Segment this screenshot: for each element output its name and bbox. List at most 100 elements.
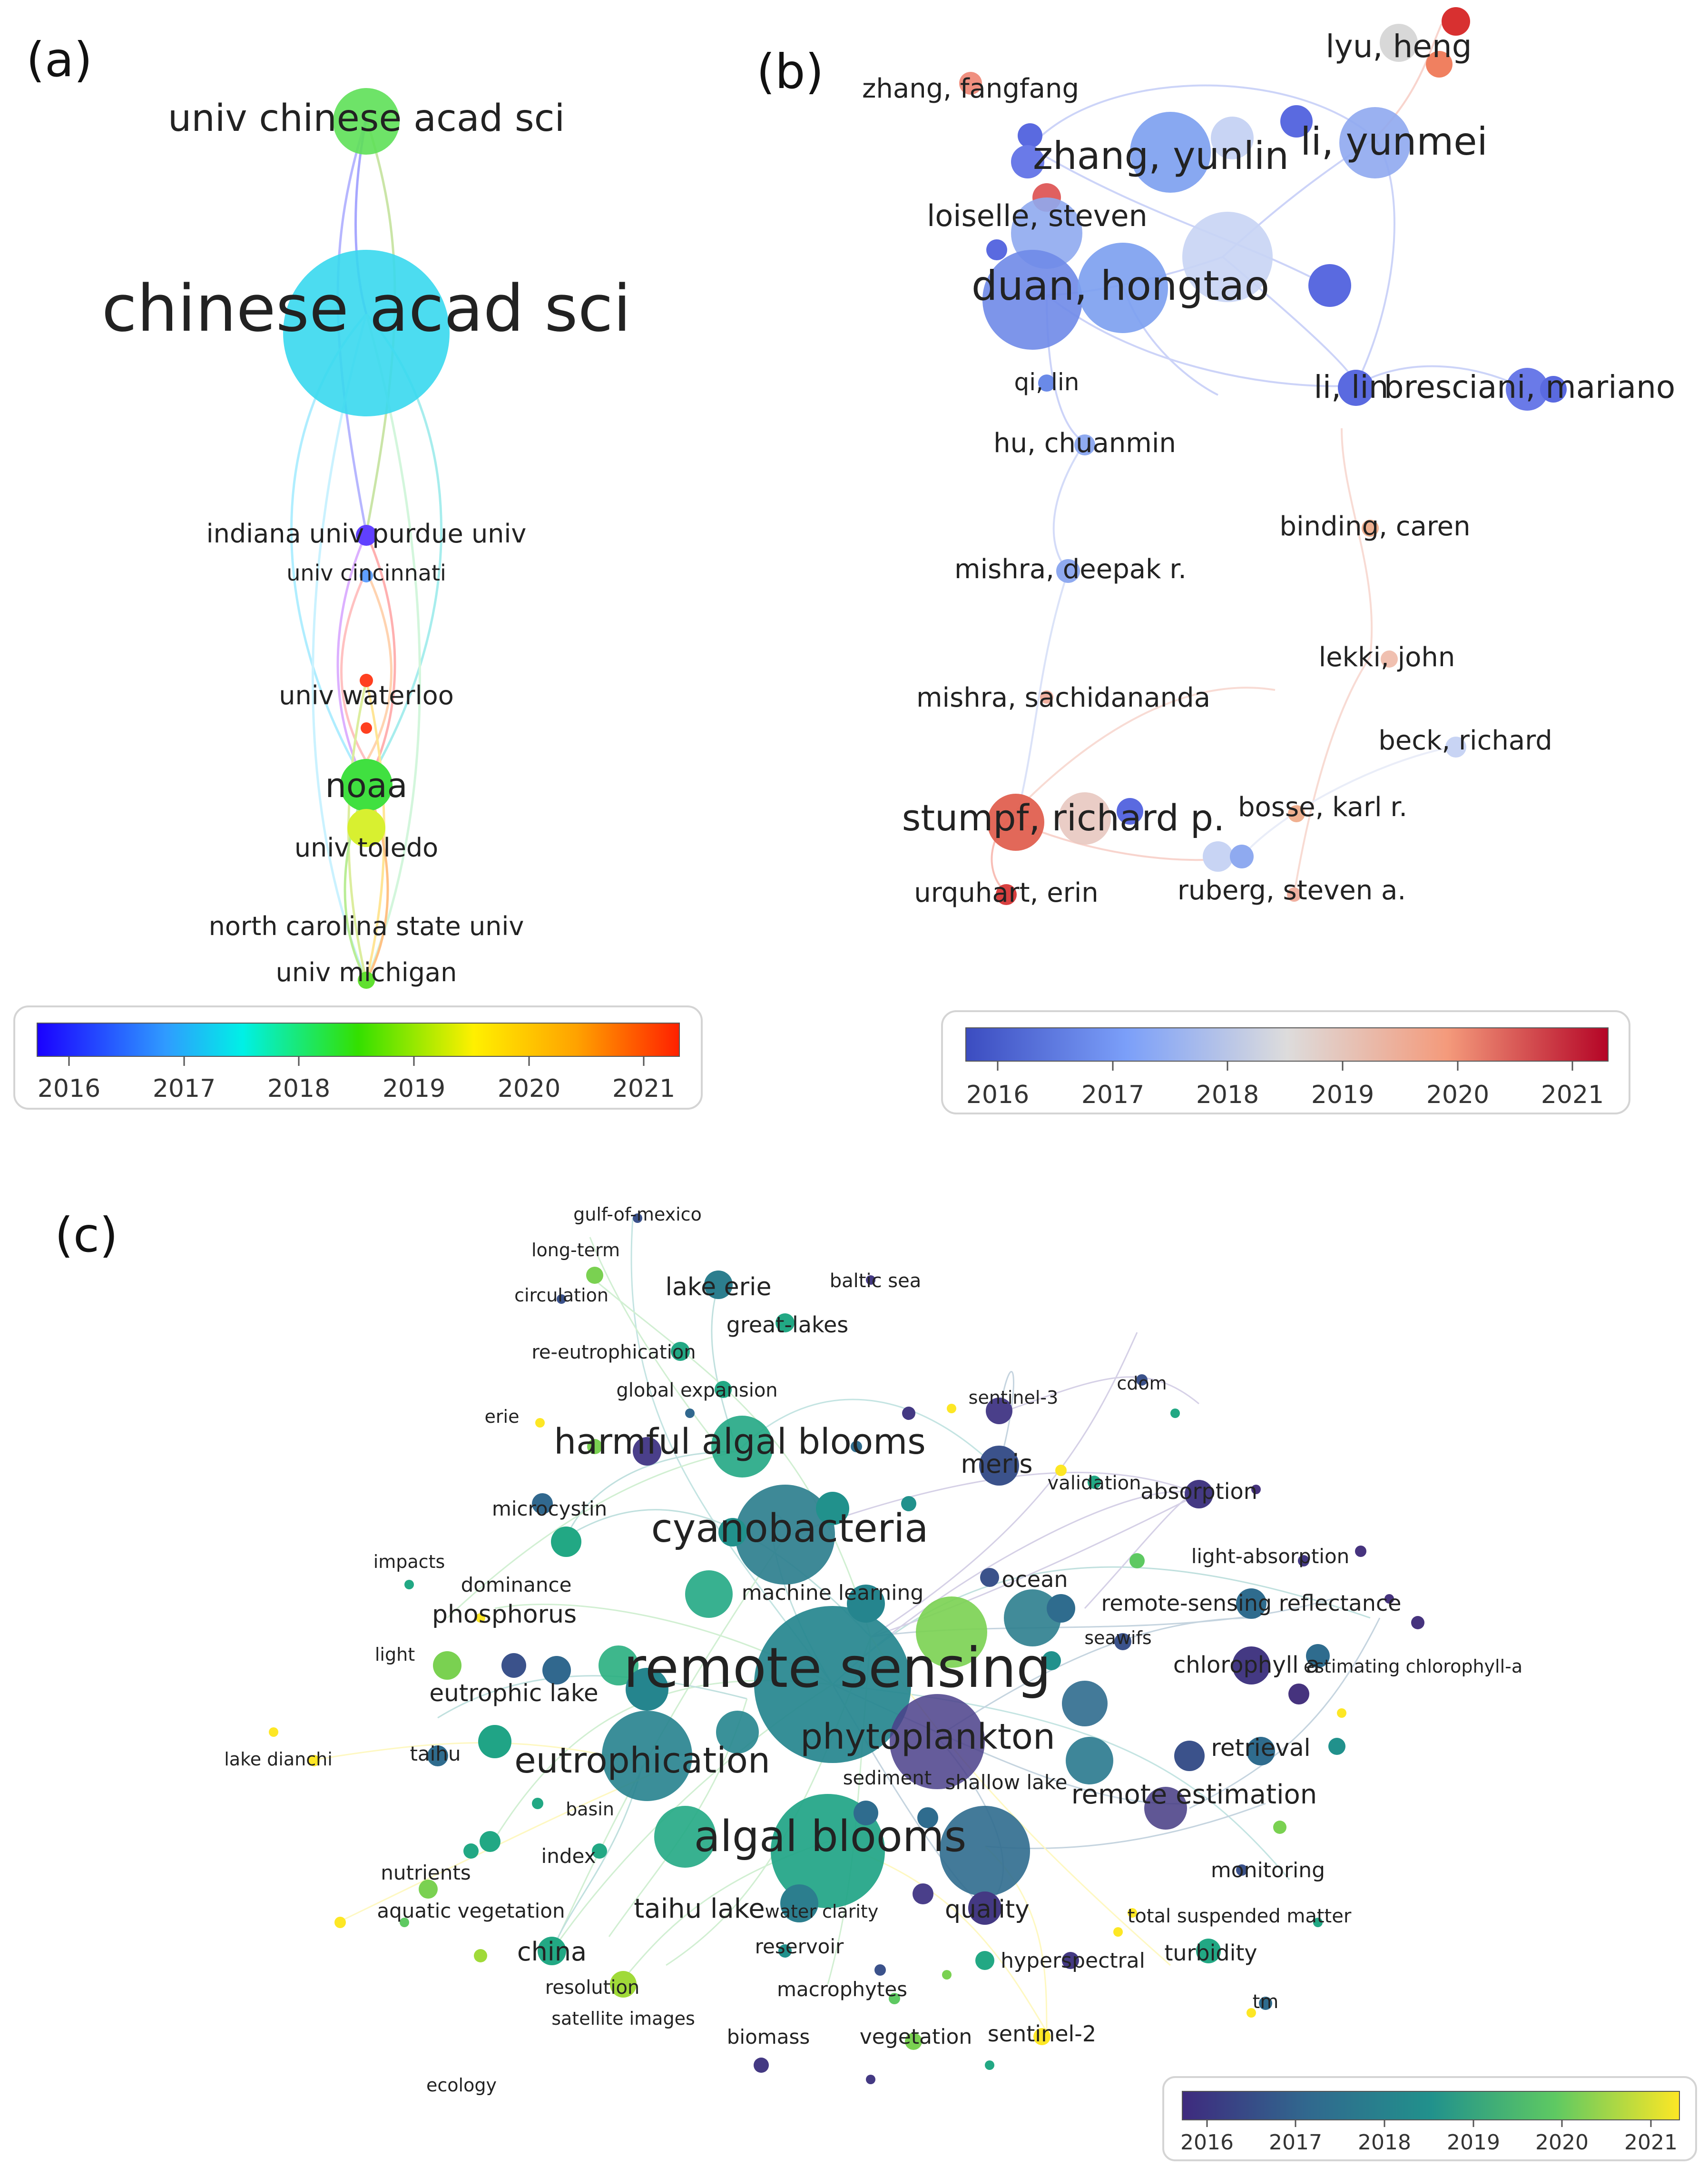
node-sentinel3[interactable] [986, 1398, 1012, 1424]
node-algal-blooms[interactable] [771, 1794, 885, 1908]
node-ruberg[interactable] [1287, 887, 1301, 902]
node-algal-left[interactable] [654, 1806, 716, 1868]
node-taihu-lake[interactable] [780, 1884, 818, 1922]
node-quality-big[interactable] [940, 1806, 1030, 1896]
node-noaa[interactable] [340, 759, 393, 811]
node-water-clarity[interactable] [913, 1883, 933, 1904]
node-right-mid[interactable] [1062, 1681, 1108, 1726]
node-impacts[interactable] [404, 1580, 414, 1589]
node-seawifs-b[interactable] [1042, 1651, 1061, 1670]
node-index[interactable] [592, 1843, 607, 1859]
node-retrieval-r[interactable] [1247, 1737, 1275, 1765]
node-circulation[interactable] [557, 1294, 566, 1304]
node-small-b[interactable] [501, 1653, 526, 1678]
node-bio-b[interactable] [866, 2075, 875, 2084]
node-univ-waterloo-b[interactable] [361, 722, 372, 734]
node-hu-chuanmin[interactable] [1074, 434, 1095, 455]
node-lake-dianchi[interactable] [308, 1755, 320, 1766]
node-small-left[interactable] [1011, 145, 1044, 178]
node-small-dot[interactable] [986, 239, 1007, 260]
node-near-ocean[interactable] [1047, 1594, 1075, 1623]
node-machine-learning[interactable] [847, 1585, 885, 1623]
node-lekki[interactable] [1381, 650, 1398, 668]
node-macro-b[interactable] [874, 1964, 886, 1976]
node-li-lin[interactable] [1338, 370, 1374, 406]
node-microcystin-dot[interactable] [532, 1493, 553, 1514]
node-near-sentinel[interactable] [902, 1407, 915, 1420]
node-resolution[interactable] [610, 1971, 637, 1998]
node-tsm[interactable] [1113, 1927, 1123, 1937]
node-retrieval-far[interactable] [1328, 1738, 1345, 1755]
node-tsm-y[interactable] [1128, 1908, 1137, 1918]
node-hyperspectral[interactable] [1062, 1952, 1079, 1969]
node-turbidity-g[interactable] [1313, 1918, 1323, 1927]
node-bosse[interactable] [1288, 805, 1305, 822]
node-red-top-a[interactable] [1442, 7, 1470, 36]
node-red-top-b[interactable] [1426, 51, 1453, 78]
node-qi-lin[interactable] [1038, 374, 1055, 392]
node-veg-b[interactable] [985, 2060, 994, 2070]
node-nutrients[interactable] [480, 1831, 501, 1852]
node-remote-sensing[interactable] [754, 1606, 911, 1763]
node-estimating[interactable] [1306, 1644, 1330, 1668]
node-long-term[interactable] [586, 1267, 603, 1284]
node-macro-g[interactable] [942, 1970, 952, 1980]
node-far-yellow[interactable] [334, 1917, 346, 1928]
node-univ-cincinnati[interactable] [360, 569, 373, 582]
node-seawifs[interactable] [1114, 1633, 1131, 1650]
node-baltic[interactable] [866, 1275, 875, 1285]
node-reservoir[interactable] [778, 1944, 792, 1958]
node-turbidity[interactable] [1196, 1939, 1221, 1963]
node-microcystin[interactable] [551, 1527, 581, 1557]
node-mid-right[interactable] [1308, 264, 1351, 307]
node-urquhart[interactable] [996, 884, 1017, 905]
node-monitoring-b[interactable] [1236, 1864, 1247, 1876]
node-hyperspectral-l[interactable] [975, 1951, 994, 1970]
node-far-right-b[interactable] [1355, 1546, 1366, 1557]
node-zhang-fangfang[interactable] [959, 72, 982, 95]
node-bresciani[interactable] [1506, 368, 1549, 411]
node-quality[interactable] [968, 1891, 1001, 1925]
node-cyanobacteria[interactable] [735, 1485, 835, 1585]
node-sediment-l[interactable] [716, 1711, 759, 1753]
node-indiana-univ[interactable] [356, 525, 377, 546]
node-tm[interactable] [1259, 1997, 1272, 2010]
node-biomass[interactable] [754, 2058, 769, 2073]
node-chlorophyll[interactable] [1232, 1646, 1270, 1684]
node-light[interactable] [433, 1651, 461, 1680]
node-mishra-deepak[interactable] [1056, 559, 1080, 583]
node-univ-toledo[interactable] [347, 809, 385, 847]
node-phytoplankton[interactable] [890, 1694, 985, 1789]
node-chl-small[interactable] [1288, 1684, 1309, 1704]
node-hab-r[interactable] [851, 1441, 862, 1452]
node-stumpf-b[interactable] [1059, 792, 1111, 845]
node-beck[interactable] [1445, 737, 1466, 758]
node-li-yunmei[interactable] [1339, 107, 1411, 178]
node-absorption-r[interactable] [1251, 1485, 1261, 1494]
node-univ-chinese-acad-sci[interactable] [333, 88, 400, 155]
node-tm-y[interactable] [1247, 2008, 1256, 2018]
node-global-b[interactable] [685, 1409, 695, 1418]
node-gulf[interactable] [633, 1213, 642, 1223]
node-basin[interactable] [532, 1798, 543, 1809]
node-aquatic-b[interactable] [463, 1843, 479, 1859]
node-cdom-g[interactable] [1170, 1409, 1180, 1418]
node-univ-waterloo-a[interactable] [360, 674, 373, 687]
node-quality-l[interactable] [917, 1807, 938, 1828]
node-yellow-top[interactable] [947, 1404, 956, 1413]
node-retrieval-y[interactable] [1337, 1708, 1346, 1718]
node-aquatic-c[interactable] [400, 1918, 409, 1927]
node-aquatic[interactable] [419, 1880, 438, 1899]
node-macrophytes[interactable] [889, 1993, 900, 2004]
node-rs-reflectance[interactable] [1236, 1588, 1266, 1619]
node-hab-dot[interactable] [633, 1437, 661, 1466]
node-great-lakes[interactable] [775, 1313, 795, 1332]
node-china-l[interactable] [474, 1949, 487, 1962]
node-chinese-acad-sci[interactable] [283, 250, 450, 416]
node-harmful-algal-blooms[interactable] [711, 1416, 773, 1478]
node-small-a[interactable] [542, 1656, 571, 1684]
node-vegetation[interactable] [905, 2033, 922, 2050]
node-eutro-up[interactable] [626, 1668, 668, 1711]
node-cdom[interactable] [1136, 1374, 1148, 1386]
node-zhang-yunlin[interactable] [1130, 112, 1211, 193]
